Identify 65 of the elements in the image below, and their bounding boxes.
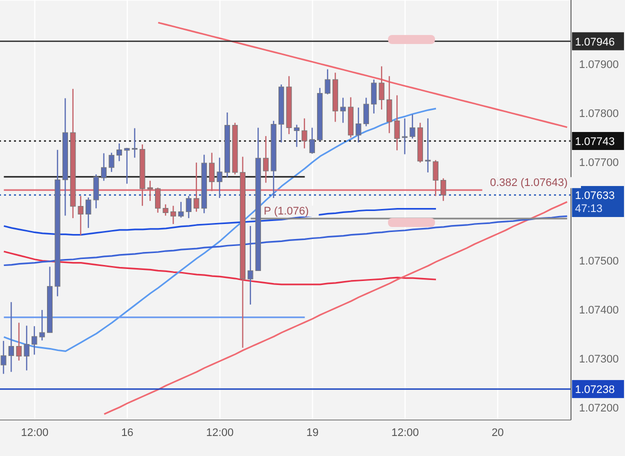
candlestick (216, 157, 222, 199)
y-tick-label: 1.07800 (579, 108, 619, 120)
candlestick (24, 325, 30, 371)
candlestick (194, 162, 200, 212)
candlestick (402, 118, 408, 155)
candlestick (378, 66, 384, 110)
x-tick-label: 12:00 (20, 426, 48, 439)
candlestick (132, 128, 138, 158)
candlestick (324, 68, 330, 95)
y-tick-label: 1.07300 (579, 354, 619, 366)
candlestick (356, 106, 362, 144)
ref-line-label: 1.07238 (575, 384, 615, 396)
x-tick-label: 16 (121, 426, 134, 439)
candlestick (178, 201, 184, 218)
x-tick-label: 20 (492, 426, 504, 439)
candlestick (371, 78, 377, 114)
candlestick (86, 196, 92, 229)
y-tick-label: 1.07900 (579, 58, 619, 71)
candlestick (186, 195, 192, 219)
candlestick (124, 147, 130, 184)
ref-line-label: 1.07633 (575, 190, 615, 202)
y-tick-label: 1.07200 (579, 402, 619, 415)
x-tick-label: 12:00 (391, 426, 419, 439)
candlestick (101, 152, 107, 182)
x-tick-label: 12:00 (206, 426, 234, 439)
ref-line-label: 1.07946 (575, 36, 615, 48)
candlestick (263, 135, 269, 184)
candlestick (432, 160, 438, 197)
annotation: 0.382 (1.07643) (490, 177, 568, 190)
candlestick (410, 114, 416, 140)
candlestick (302, 118, 308, 149)
candlestick (108, 152, 114, 173)
candlestick (39, 309, 45, 342)
candlestick (16, 322, 22, 362)
line-series (3, 215, 568, 266)
candlestick (309, 127, 315, 154)
candlestick (386, 76, 392, 134)
line-series (103, 201, 568, 415)
annotation: P (1.076) (264, 206, 309, 218)
candlestick (78, 195, 84, 236)
candlestick (394, 94, 400, 151)
candlestick (248, 225, 254, 306)
candlestick (0, 340, 6, 374)
ref-line-label: 1.07743 (575, 136, 615, 148)
line-series (3, 250, 437, 286)
candlestick (93, 174, 99, 209)
y-tick-label: 1.07700 (579, 157, 619, 170)
candlestick (363, 97, 369, 127)
text: 47:13 (575, 203, 603, 216)
candlestick (155, 187, 161, 214)
candlestick (8, 302, 14, 372)
candlestick (147, 180, 153, 202)
candlestick (32, 326, 38, 356)
candlestick (425, 118, 431, 174)
candlestick (162, 204, 168, 216)
x-tick-label: 19 (306, 426, 319, 439)
y-tick-label: 1.07400 (579, 304, 619, 316)
line-series (157, 22, 568, 128)
candlestick (340, 97, 346, 124)
candlestick (170, 205, 176, 225)
candlestick (209, 152, 215, 192)
candlestick (116, 142, 122, 162)
candlestick (440, 178, 446, 202)
candlestick (294, 124, 300, 148)
y-tick-label: 1.07500 (579, 255, 619, 268)
